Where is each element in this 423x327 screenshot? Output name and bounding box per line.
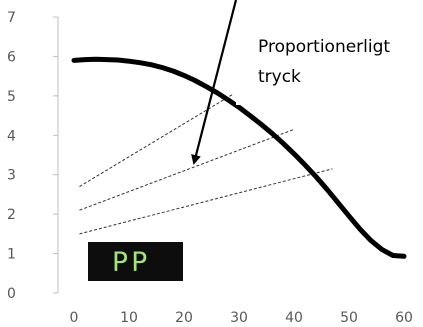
- x-tick-label: 40: [285, 310, 303, 326]
- annotation-text-line1: Proportionerligt: [258, 37, 390, 57]
- pp-badge-label: PP: [112, 247, 151, 278]
- y-tick-label: 2: [7, 207, 16, 223]
- x-tick-label: 10: [120, 310, 138, 326]
- x-tick-label: 20: [175, 310, 193, 326]
- y-tick-label: 1: [7, 247, 16, 263]
- reference-lines: [79, 93, 333, 235]
- series-layer: [71, 56, 407, 259]
- y-tick-label: 4: [7, 128, 16, 144]
- x-tick-label: 30: [230, 310, 248, 326]
- x-tick-label: 50: [340, 310, 358, 326]
- pp-badge: [88, 242, 183, 281]
- y-tick-label: 6: [7, 49, 16, 65]
- dashed-reference-line: [79, 93, 234, 187]
- annotation-box: [236, 18, 421, 105]
- annotation-text-line2: tryck: [258, 67, 301, 87]
- annotation-arrow: [191, 0, 238, 165]
- x-tick-label: 0: [70, 310, 79, 326]
- y-tick-label: 7: [7, 10, 16, 26]
- series-line: [71, 56, 407, 259]
- x-tick-label: 60: [395, 310, 413, 326]
- y-tick-label: 0: [7, 286, 16, 302]
- y-tick-label: 5: [7, 89, 16, 105]
- dashed-reference-line: [79, 168, 333, 235]
- x-axis: 0 10 20 30 40 50 60: [70, 310, 413, 326]
- dashed-reference-line: [79, 128, 295, 211]
- y-tick-label: 3: [7, 168, 16, 184]
- y-axis: 0 1 2 3 4 5 6 7: [7, 10, 59, 302]
